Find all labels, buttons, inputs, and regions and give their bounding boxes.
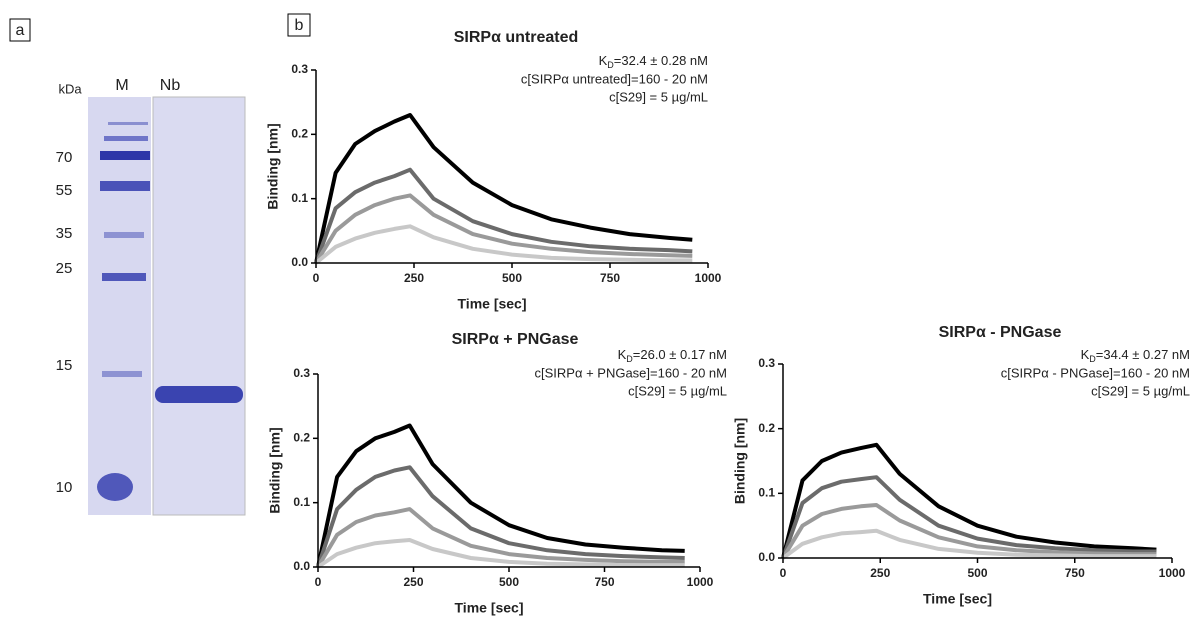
x-tick-label: 750	[594, 575, 614, 589]
panel-label: a	[16, 22, 25, 39]
x-tick-label: 1000	[695, 271, 722, 285]
marker-label: 10	[56, 479, 73, 496]
annotation-part: =34.4 ± 0.27 nM	[1096, 347, 1190, 362]
gel	[88, 96, 246, 516]
marker-label: 15	[56, 357, 73, 374]
y-axis-label: Binding [nm]	[265, 123, 281, 209]
y-axis-label: Binding [nm]	[267, 427, 283, 513]
lane-label: M	[115, 77, 128, 94]
gel-band	[108, 122, 148, 125]
x-tick-label: 750	[600, 271, 620, 285]
gel-band	[102, 371, 142, 377]
x-tick-label: 0	[780, 566, 787, 580]
annotation-part: =26.0 ± 0.17 nM	[633, 347, 727, 362]
annotation: c[S29] = 5 µg/mL	[1091, 383, 1190, 398]
annotation: c[S29] = 5 µg/mL	[628, 383, 727, 398]
y-tick-label: 0.0	[293, 559, 310, 573]
series-line	[781, 503, 1157, 560]
series-line	[314, 113, 693, 264]
annotation-sub: D	[607, 60, 614, 70]
marker-label: 25	[56, 260, 73, 277]
annotation-sub: D	[1089, 354, 1096, 364]
gel-lane	[88, 97, 151, 515]
x-tick-label: 500	[499, 575, 519, 589]
series-line	[316, 465, 685, 568]
x-tick-label: 1000	[1159, 566, 1186, 580]
y-tick-label: 0.1	[293, 495, 310, 509]
series-line	[316, 423, 685, 568]
y-tick-label: 0.2	[293, 431, 310, 445]
series-line	[314, 224, 693, 265]
gel-band	[100, 181, 150, 191]
y-tick-label: 0.1	[291, 191, 308, 205]
series-line	[781, 528, 1157, 560]
x-tick-label: 1000	[687, 575, 714, 589]
y-tick-label: 0.0	[291, 255, 308, 269]
x-tick-label: 500	[502, 271, 522, 285]
x-tick-label: 500	[967, 566, 987, 580]
marker-label: 70	[56, 149, 73, 166]
kda-label: kDa	[58, 81, 82, 96]
y-tick-label: 0.1	[758, 486, 775, 500]
panel-box	[287, 13, 311, 37]
y-tick-label: 0.0	[758, 550, 775, 564]
gel-band	[155, 386, 243, 403]
annotation: c[SIRPα untreated]=160 - 20 nM	[521, 71, 708, 86]
gel-band	[102, 273, 146, 281]
series-line	[314, 193, 693, 265]
x-tick-label: 0	[315, 575, 322, 589]
gel-band	[97, 473, 133, 501]
chart-title: SIRPα untreated	[454, 29, 579, 46]
gel-band	[104, 136, 148, 141]
y-tick-label: 0.3	[291, 62, 308, 76]
y-axis-label: Binding [nm]	[732, 418, 748, 504]
annotation-part: K	[618, 347, 627, 362]
x-tick-label: 250	[404, 271, 424, 285]
series-line	[316, 507, 685, 569]
x-tick-label: 250	[870, 566, 890, 580]
annotation: c[SIRPα - PNGase]=160 - 20 nM	[1001, 365, 1190, 380]
series-line	[316, 538, 685, 569]
series-line	[781, 475, 1157, 559]
gel-lane	[152, 96, 246, 516]
y-tick-label: 0.3	[293, 366, 310, 380]
annotation-part: =32.4 ± 0.28 nM	[614, 53, 708, 68]
x-axis-label: Time [sec]	[923, 591, 992, 607]
annotation: c[S29] = 5 µg/mL	[609, 89, 708, 104]
panel-box	[9, 18, 31, 42]
panel-label: b	[295, 17, 304, 34]
series-line	[314, 167, 693, 264]
x-axis-label: Time [sec]	[455, 600, 524, 616]
lane-label: Nb	[160, 77, 181, 94]
annotation-sub: D	[626, 354, 633, 364]
series-line	[781, 442, 1157, 559]
marker-label: 35	[56, 225, 73, 242]
x-tick-label: 250	[403, 575, 423, 589]
chart-title: SIRPα + PNGase	[452, 331, 579, 348]
annotation-part: K	[599, 53, 608, 68]
annotation: KD=32.4 ± 0.28 nM	[599, 53, 708, 70]
y-tick-label: 0.2	[758, 421, 775, 435]
chart-title: SIRPα - PNGase	[939, 324, 1062, 341]
y-tick-label: 0.2	[291, 127, 308, 141]
gel-band	[104, 232, 144, 238]
annotation: KD=34.4 ± 0.27 nM	[1081, 347, 1190, 364]
marker-label: 55	[56, 182, 73, 199]
x-tick-label: 0	[313, 271, 320, 285]
x-tick-label: 750	[1065, 566, 1085, 580]
x-axis-label: Time [sec]	[458, 296, 527, 312]
gel-band	[100, 151, 150, 160]
annotation: KD=26.0 ± 0.17 nM	[618, 347, 727, 364]
y-tick-label: 0.3	[758, 356, 775, 370]
annotation: c[SIRPα + PNGase]=160 - 20 nM	[535, 365, 728, 380]
annotation-part: K	[1081, 347, 1090, 362]
